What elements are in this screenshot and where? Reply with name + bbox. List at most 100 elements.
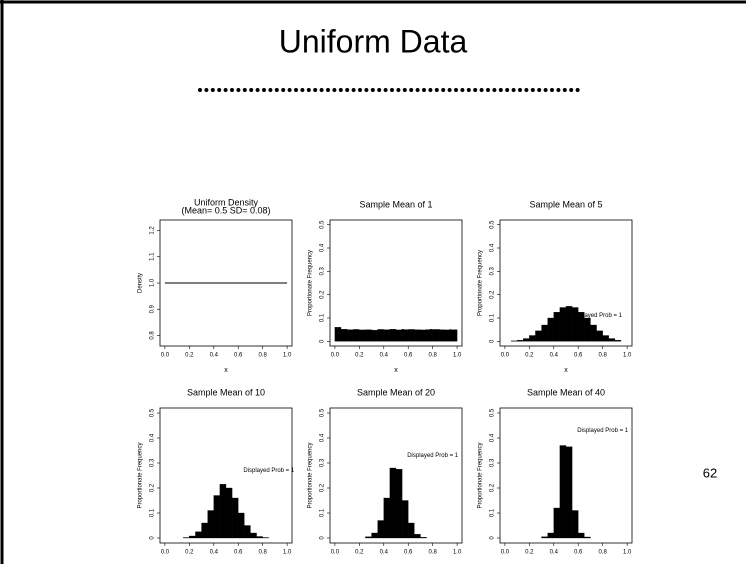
plot-frame [499, 407, 633, 544]
histogram-bar [529, 335, 536, 342]
x-tick-label: 1.0 [283, 550, 292, 556]
x-tick-label: 0.8 [428, 550, 437, 556]
histogram-bar [608, 338, 616, 342]
histogram-bar [250, 532, 257, 539]
y-tick-label: 0.1 [150, 508, 156, 517]
y-tick-label: 0.4 [490, 243, 496, 252]
histogram-bar [359, 329, 366, 342]
x-tick-label: 0.8 [258, 550, 267, 556]
histogram-bar [523, 338, 530, 342]
x-tick-label: 1.0 [453, 353, 462, 359]
histogram-bar [377, 329, 384, 342]
histogram-bar [395, 469, 403, 539]
x-tick-label: 0.8 [428, 353, 437, 359]
x-tick-label: 0.6 [574, 550, 583, 556]
histogram-bar [213, 495, 221, 539]
histogram-bar [578, 532, 585, 539]
histogram-bar [244, 525, 251, 539]
slide-title: Uniform Data [279, 23, 468, 59]
y-tick-label: 1.0 [150, 278, 156, 287]
histogram-bar [541, 324, 548, 342]
histogram-bar [516, 340, 524, 342]
histogram-bar [565, 306, 573, 342]
x-tick-label: 0.0 [161, 353, 170, 359]
y-tick-label: 0.4 [150, 433, 156, 442]
y-tick-label: 0.2 [320, 290, 326, 299]
y-tick-label: 0.5 [320, 408, 326, 417]
histogram-bar [231, 497, 239, 539]
x-tick-label: 1.0 [453, 550, 462, 556]
x-tick-label: 0.6 [404, 550, 413, 556]
histogram-bar [420, 537, 427, 539]
histogram-bar [346, 329, 354, 342]
histogram-bar [365, 329, 372, 342]
histogram-bar [201, 522, 208, 539]
histogram-bar [371, 329, 378, 342]
histogram-bar [389, 329, 397, 342]
histogram-bar [559, 445, 567, 539]
x-tick-label: 0.2 [355, 353, 364, 359]
y-tick-label: 0.5 [320, 220, 326, 229]
histogram-bar [353, 329, 360, 342]
histogram-bar [614, 340, 622, 342]
histogram-bar [547, 532, 554, 539]
y-axis-label: Proportionate Frequency [308, 250, 314, 316]
histogram-bar [590, 324, 597, 342]
annotation: Displayed Prob = 1 [407, 453, 459, 459]
x-tick-label: 0.8 [598, 353, 607, 359]
histogram-bar [340, 329, 348, 342]
y-axis-label: Proportionate Frequency [308, 442, 314, 508]
x-tick-label: 0.2 [525, 353, 534, 359]
y-tick-label: 0.5 [490, 408, 496, 417]
y-axis-label: Proportionate Frequency [138, 442, 144, 508]
histogram-bar [183, 537, 190, 539]
y-tick-label: 1.1 [150, 252, 156, 261]
annotation: Displayed Prob = 1 [243, 468, 295, 474]
histogram-bar [383, 329, 391, 342]
y-tick-label: 0.4 [320, 433, 326, 442]
histogram-bar [256, 536, 263, 539]
x-tick-label: 0.0 [331, 353, 340, 359]
x-tick-label: 0.4 [550, 353, 559, 359]
y-tick-label: 0.2 [490, 483, 496, 492]
histogram-bar [408, 522, 415, 539]
histogram-bar [596, 330, 603, 342]
histogram-bar [207, 510, 214, 539]
plot-frame [159, 407, 293, 544]
y-tick-label: 0.9 [150, 304, 156, 313]
histogram-bar [262, 537, 269, 539]
x-tick-label: 0.2 [185, 353, 194, 359]
histogram-bar [547, 317, 554, 342]
y-tick-label: 0.2 [150, 483, 156, 492]
histogram-bar [584, 536, 591, 539]
chart-title: Sample Mean of 40 [527, 387, 605, 397]
y-tick-label: 0.8 [150, 331, 156, 340]
x-tick-label: 0.4 [210, 353, 219, 359]
x-axis-label: x [224, 367, 228, 374]
histogram-bar [602, 335, 609, 342]
y-tick-label: 0 [150, 536, 156, 540]
y-tick-label: 0.1 [490, 508, 496, 517]
page-number: 62 [703, 465, 717, 480]
chart-title: Sample Mean of 5 [529, 199, 602, 209]
histogram-bar [377, 520, 384, 539]
x-tick-label: 0.6 [574, 353, 583, 359]
y-tick-label: 0.3 [320, 267, 326, 276]
x-tick-label: 0.4 [380, 353, 389, 359]
x-tick-label: 0.0 [331, 550, 340, 556]
y-tick-label: 0.4 [490, 433, 496, 442]
histogram-bar [553, 312, 561, 342]
histogram-bar [189, 535, 196, 539]
x-tick-label: 0.6 [404, 353, 413, 359]
plot-frame [329, 219, 463, 347]
histogram-bar [535, 330, 542, 342]
x-tick-label: 0.4 [550, 550, 559, 556]
histogram-bar [371, 532, 378, 539]
plot-frame [329, 407, 463, 544]
x-tick-label: 0.6 [234, 353, 243, 359]
histogram-bar [334, 327, 342, 342]
y-tick-label: 0.3 [320, 458, 326, 467]
chart-subtitle: (Mean= 0.5 SD= 0.08) [181, 205, 270, 215]
histogram-bar [238, 512, 245, 539]
